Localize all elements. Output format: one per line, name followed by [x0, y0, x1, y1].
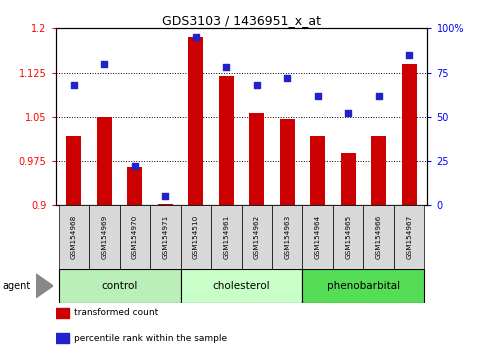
Text: transformed count: transformed count — [74, 308, 158, 317]
Text: GSM154963: GSM154963 — [284, 215, 290, 259]
Bar — [280, 119, 295, 205]
Bar — [56, 308, 69, 318]
Text: cholesterol: cholesterol — [213, 281, 270, 291]
Bar — [188, 37, 203, 205]
Bar — [150, 205, 181, 269]
Point — [375, 93, 383, 98]
Bar — [181, 205, 211, 269]
Bar — [341, 153, 356, 205]
Point — [222, 64, 230, 70]
Point — [100, 61, 108, 67]
Bar — [302, 269, 425, 303]
Text: GSM154961: GSM154961 — [223, 215, 229, 259]
Point — [344, 110, 352, 116]
Text: GSM154962: GSM154962 — [254, 215, 260, 259]
Bar — [66, 136, 82, 205]
Bar — [401, 64, 417, 205]
Point — [131, 164, 139, 169]
Point — [314, 93, 322, 98]
Bar — [120, 205, 150, 269]
Bar — [333, 205, 363, 269]
Bar — [157, 204, 173, 205]
Point — [161, 194, 169, 199]
Text: agent: agent — [2, 281, 30, 291]
Text: GSM154965: GSM154965 — [345, 215, 351, 259]
Text: GSM154970: GSM154970 — [132, 215, 138, 259]
Text: GSM154968: GSM154968 — [71, 215, 77, 259]
Bar — [249, 113, 264, 205]
Text: phenobarbital: phenobarbital — [327, 281, 400, 291]
Point — [253, 82, 261, 88]
Bar — [310, 136, 326, 205]
Bar — [363, 205, 394, 269]
Bar — [89, 205, 120, 269]
Point — [284, 75, 291, 81]
Text: GSM154971: GSM154971 — [162, 215, 168, 259]
Bar — [394, 205, 425, 269]
Text: GSM154969: GSM154969 — [101, 215, 107, 259]
Bar — [58, 269, 181, 303]
Bar — [58, 205, 89, 269]
Bar — [127, 167, 142, 205]
Title: GDS3103 / 1436951_x_at: GDS3103 / 1436951_x_at — [162, 14, 321, 27]
Bar — [272, 205, 302, 269]
Text: GSM154967: GSM154967 — [406, 215, 412, 259]
Bar — [219, 75, 234, 205]
Text: percentile rank within the sample: percentile rank within the sample — [74, 333, 227, 343]
Point — [70, 82, 78, 88]
Bar — [302, 205, 333, 269]
Bar — [56, 333, 69, 343]
Text: control: control — [101, 281, 138, 291]
Bar — [242, 205, 272, 269]
Text: GSM154510: GSM154510 — [193, 215, 199, 259]
Bar — [211, 205, 242, 269]
Polygon shape — [36, 274, 53, 298]
Point — [192, 34, 199, 40]
Text: GSM154964: GSM154964 — [315, 215, 321, 259]
Text: GSM154966: GSM154966 — [376, 215, 382, 259]
Bar — [97, 117, 112, 205]
Bar — [371, 136, 386, 205]
Point — [405, 52, 413, 58]
Bar — [181, 269, 302, 303]
